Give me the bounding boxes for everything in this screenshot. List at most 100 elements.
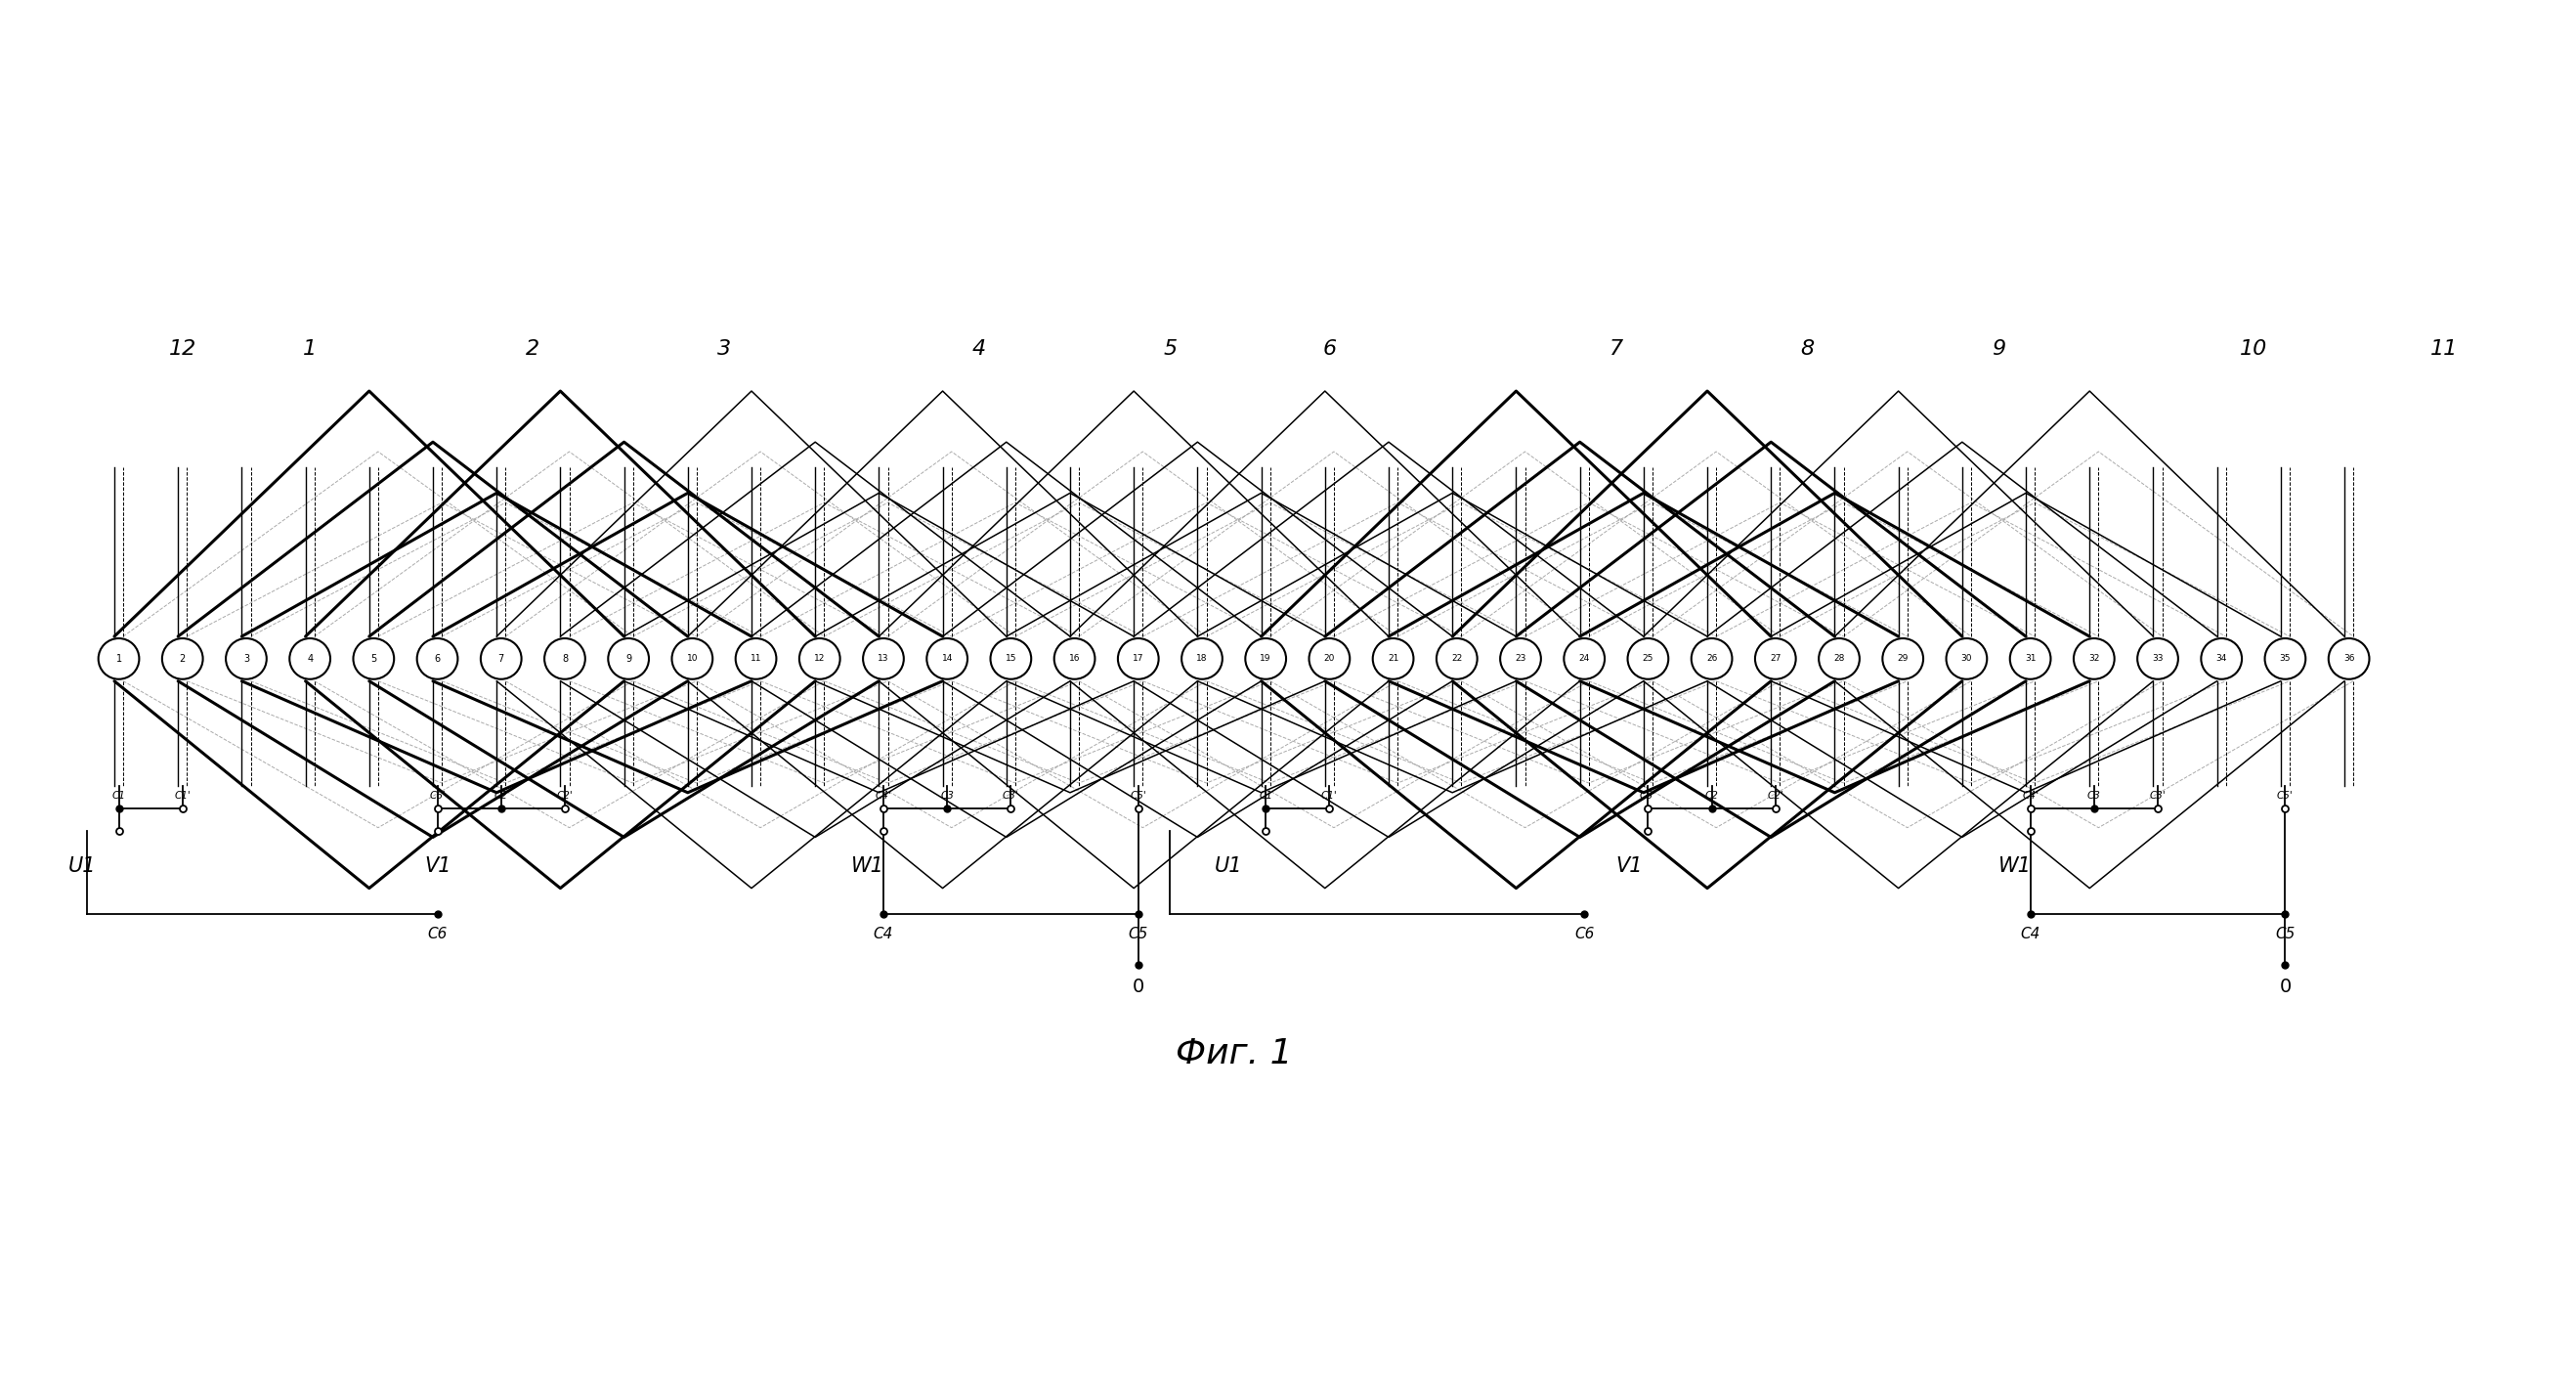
Text: V1: V1 xyxy=(1615,856,1643,875)
Circle shape xyxy=(1309,638,1350,679)
Text: 9: 9 xyxy=(1991,340,2004,360)
Circle shape xyxy=(799,638,840,679)
Circle shape xyxy=(1819,638,1860,679)
Text: 5: 5 xyxy=(371,654,376,664)
Circle shape xyxy=(162,638,204,679)
Circle shape xyxy=(672,638,714,679)
Text: 0: 0 xyxy=(2280,977,2290,997)
Text: W1: W1 xyxy=(1999,856,2032,875)
Text: 35: 35 xyxy=(2280,654,2290,664)
Text: 29: 29 xyxy=(1899,654,1909,664)
Circle shape xyxy=(1628,638,1669,679)
Circle shape xyxy=(863,638,904,679)
Text: 9: 9 xyxy=(626,654,631,664)
Text: C3: C3 xyxy=(940,790,953,800)
Text: 14: 14 xyxy=(943,654,953,664)
Text: 8: 8 xyxy=(562,654,567,664)
Circle shape xyxy=(1437,638,1476,679)
Circle shape xyxy=(989,638,1030,679)
Text: 2: 2 xyxy=(526,340,541,360)
Text: C5: C5 xyxy=(1128,927,1149,941)
Text: C4': C4' xyxy=(876,790,891,800)
Text: U1: U1 xyxy=(67,856,95,875)
Circle shape xyxy=(1244,638,1285,679)
Text: 4: 4 xyxy=(971,340,987,360)
Circle shape xyxy=(289,638,330,679)
Text: 22: 22 xyxy=(1450,654,1463,664)
Text: W1: W1 xyxy=(853,856,884,875)
Text: C2': C2' xyxy=(1767,790,1783,800)
Circle shape xyxy=(927,638,969,679)
Circle shape xyxy=(2264,638,2306,679)
Circle shape xyxy=(353,638,394,679)
Text: 17: 17 xyxy=(1133,654,1144,664)
Text: C1: C1 xyxy=(1260,790,1273,800)
Circle shape xyxy=(1754,638,1795,679)
Circle shape xyxy=(227,638,265,679)
Text: 18: 18 xyxy=(1195,654,1208,664)
Text: C4: C4 xyxy=(873,927,894,941)
Text: 0: 0 xyxy=(1133,977,1144,997)
Circle shape xyxy=(417,638,459,679)
Text: C4': C4' xyxy=(2022,790,2038,800)
Text: C1: C1 xyxy=(111,790,126,800)
Text: 6: 6 xyxy=(435,654,440,664)
Text: C2: C2 xyxy=(1705,790,1718,800)
Circle shape xyxy=(1182,638,1224,679)
Text: 20: 20 xyxy=(1324,654,1334,664)
Text: C2': C2' xyxy=(556,790,572,800)
Text: 10: 10 xyxy=(688,654,698,664)
Text: 21: 21 xyxy=(1388,654,1399,664)
Text: 13: 13 xyxy=(878,654,889,664)
Text: 7: 7 xyxy=(497,654,505,664)
Text: 3: 3 xyxy=(716,340,732,360)
Circle shape xyxy=(2200,638,2241,679)
Text: U1: U1 xyxy=(1216,856,1242,875)
Text: 11: 11 xyxy=(2432,340,2458,360)
Circle shape xyxy=(98,638,139,679)
Text: 7: 7 xyxy=(1610,340,1623,360)
Text: 1: 1 xyxy=(304,340,317,360)
Circle shape xyxy=(1499,638,1540,679)
Text: 23: 23 xyxy=(1515,654,1525,664)
Text: C6: C6 xyxy=(428,927,448,941)
Text: C1': C1' xyxy=(1321,790,1337,800)
Text: 12: 12 xyxy=(167,340,196,360)
Circle shape xyxy=(737,638,775,679)
Text: 4: 4 xyxy=(307,654,312,664)
Text: 19: 19 xyxy=(1260,654,1273,664)
Text: C3: C3 xyxy=(2087,790,2102,800)
Circle shape xyxy=(2009,638,2050,679)
Text: 27: 27 xyxy=(1770,654,1780,664)
Circle shape xyxy=(1054,638,1095,679)
Circle shape xyxy=(1883,638,1924,679)
Text: C6': C6' xyxy=(430,790,446,800)
Text: C1': C1' xyxy=(175,790,191,800)
Text: C5': C5' xyxy=(1131,790,1146,800)
Text: V1: V1 xyxy=(425,856,451,875)
Text: 26: 26 xyxy=(1705,654,1718,664)
Text: 25: 25 xyxy=(1643,654,1654,664)
Text: 8: 8 xyxy=(1801,340,1814,360)
Text: 16: 16 xyxy=(1069,654,1079,664)
Circle shape xyxy=(1373,638,1414,679)
Text: 28: 28 xyxy=(1834,654,1844,664)
Text: C6': C6' xyxy=(1641,790,1656,800)
Text: C6: C6 xyxy=(1574,927,1595,941)
Text: C3': C3' xyxy=(2148,790,2166,800)
Text: C4: C4 xyxy=(2020,927,2040,941)
Text: 10: 10 xyxy=(2239,340,2267,360)
Circle shape xyxy=(1564,638,1605,679)
Text: 12: 12 xyxy=(814,654,824,664)
Text: 34: 34 xyxy=(2215,654,2228,664)
Circle shape xyxy=(608,638,649,679)
Text: 30: 30 xyxy=(1960,654,1973,664)
Text: 5: 5 xyxy=(1164,340,1177,360)
Circle shape xyxy=(1947,638,1986,679)
Text: 6: 6 xyxy=(1321,340,1337,360)
Circle shape xyxy=(1118,638,1159,679)
Text: C5: C5 xyxy=(2275,927,2295,941)
Text: 3: 3 xyxy=(242,654,250,664)
Text: 15: 15 xyxy=(1005,654,1018,664)
Text: Фиг. 1: Фиг. 1 xyxy=(1175,1037,1293,1071)
